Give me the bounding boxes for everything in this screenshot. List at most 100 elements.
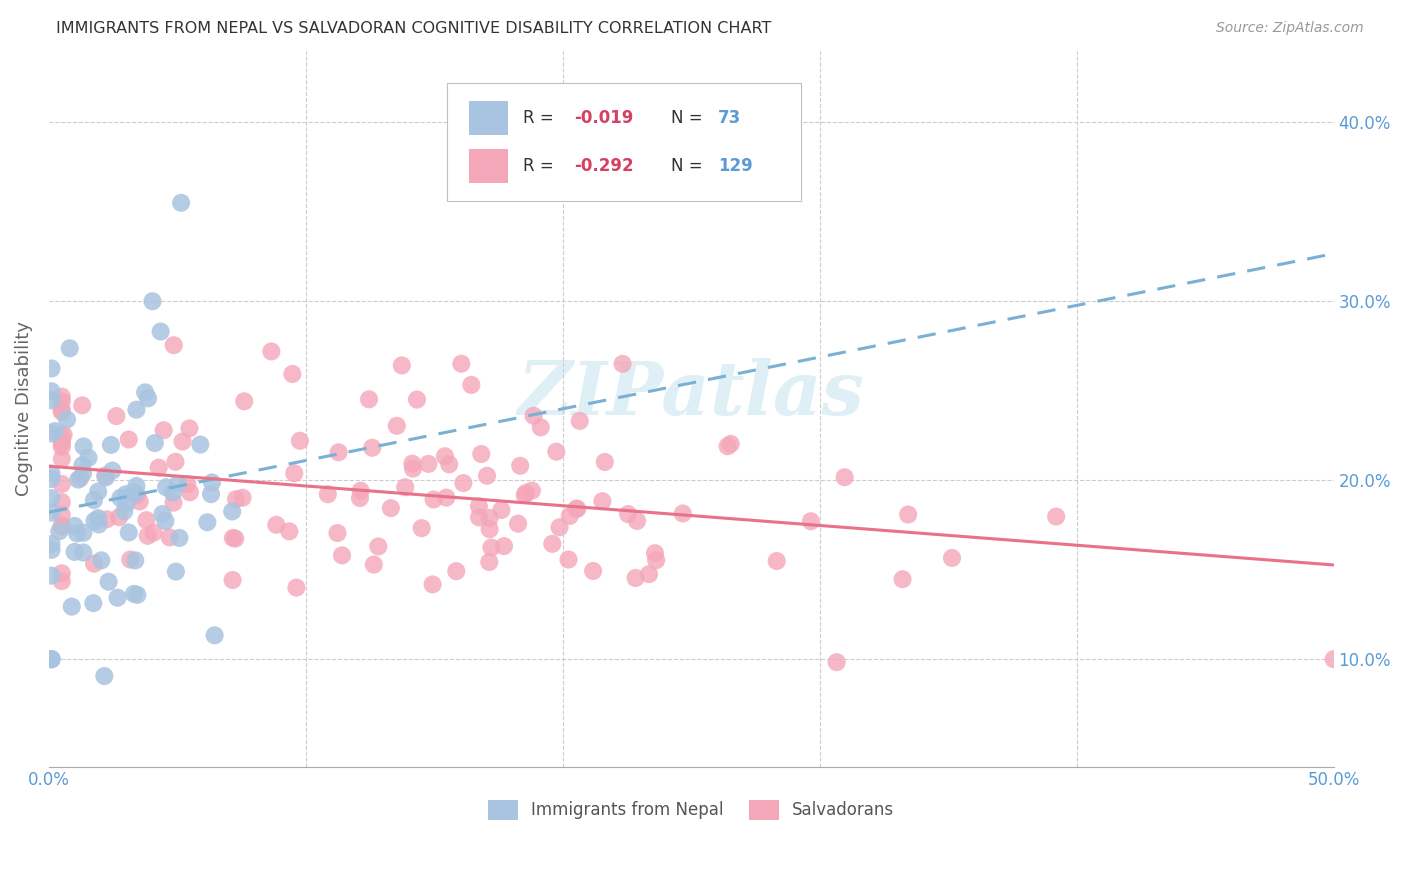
Point: [349, 491, 371, 505]
Point: [51, 405, 73, 419]
Text: -0.292: -0.292: [575, 157, 634, 175]
Point: [401, 457, 423, 471]
Point: [155, 480, 177, 494]
Point: [565, 501, 588, 516]
Point: [72, 467, 94, 481]
Point: [224, 532, 246, 546]
Point: [118, 525, 141, 540]
Point: [48, 524, 70, 539]
Point: [52, 427, 75, 442]
Point: [83, 557, 105, 571]
Point: [446, 564, 468, 578]
Point: [523, 409, 546, 423]
Point: [468, 510, 491, 524]
Point: [558, 508, 581, 523]
Point: [645, 553, 668, 567]
Point: [281, 367, 304, 381]
Point: [568, 414, 591, 428]
Point: [326, 526, 349, 541]
Point: [148, 460, 170, 475]
Point: [172, 434, 194, 449]
Point: [520, 483, 543, 498]
Point: [66, 526, 89, 541]
Point: [51, 436, 73, 450]
Point: [567, 501, 589, 516]
Point: [72, 439, 94, 453]
Point: [165, 455, 187, 469]
Point: [626, 514, 648, 528]
Point: [330, 549, 353, 563]
Point: [188, 437, 211, 451]
Point: [41, 491, 63, 506]
Point: [434, 491, 457, 505]
Point: [509, 458, 531, 473]
Point: [41, 652, 63, 666]
Point: [41, 506, 63, 520]
Point: [87, 517, 110, 532]
Point: [128, 494, 150, 508]
Point: [513, 488, 536, 502]
Point: [391, 359, 413, 373]
Point: [87, 484, 110, 499]
Point: [367, 540, 389, 554]
Point: [825, 655, 848, 669]
Text: R =: R =: [523, 109, 560, 127]
Point: [41, 537, 63, 551]
Point: [118, 433, 141, 447]
Point: [51, 519, 73, 533]
Point: [232, 491, 254, 505]
Point: [96, 512, 118, 526]
Point: [422, 492, 444, 507]
Point: [107, 591, 129, 605]
Point: [41, 568, 63, 582]
Point: [266, 517, 288, 532]
Point: [221, 504, 243, 518]
Point: [120, 552, 142, 566]
Point: [77, 450, 100, 465]
Point: [233, 394, 256, 409]
Point: [720, 437, 742, 451]
Point: [402, 461, 425, 475]
Point: [134, 385, 156, 400]
Point: [63, 519, 86, 533]
Point: [478, 522, 501, 536]
Point: [90, 553, 112, 567]
Point: [460, 377, 482, 392]
Point: [406, 392, 429, 407]
FancyBboxPatch shape: [470, 101, 508, 136]
Point: [530, 420, 553, 434]
Point: [328, 445, 350, 459]
Point: [479, 541, 502, 555]
Point: [127, 588, 149, 602]
Point: [51, 566, 73, 581]
Point: [124, 553, 146, 567]
Point: [115, 487, 138, 501]
Point: [638, 567, 661, 582]
Point: [125, 479, 148, 493]
Point: [72, 525, 94, 540]
Point: [221, 573, 243, 587]
Point: [204, 628, 226, 642]
Text: 73: 73: [718, 109, 741, 127]
Point: [60, 599, 83, 614]
Point: [51, 403, 73, 417]
Point: [51, 508, 73, 522]
Point: [41, 652, 63, 666]
Point: [63, 545, 86, 559]
Point: [41, 467, 63, 481]
Point: [87, 511, 110, 525]
Point: [100, 438, 122, 452]
Point: [51, 429, 73, 443]
Point: [357, 392, 380, 407]
Point: [41, 361, 63, 376]
Point: [891, 572, 914, 586]
Point: [225, 492, 247, 507]
Point: [124, 487, 146, 501]
Point: [115, 496, 138, 510]
Point: [450, 357, 472, 371]
Point: [897, 508, 920, 522]
Point: [260, 344, 283, 359]
Point: [162, 496, 184, 510]
Point: [165, 565, 187, 579]
Point: [82, 596, 104, 610]
